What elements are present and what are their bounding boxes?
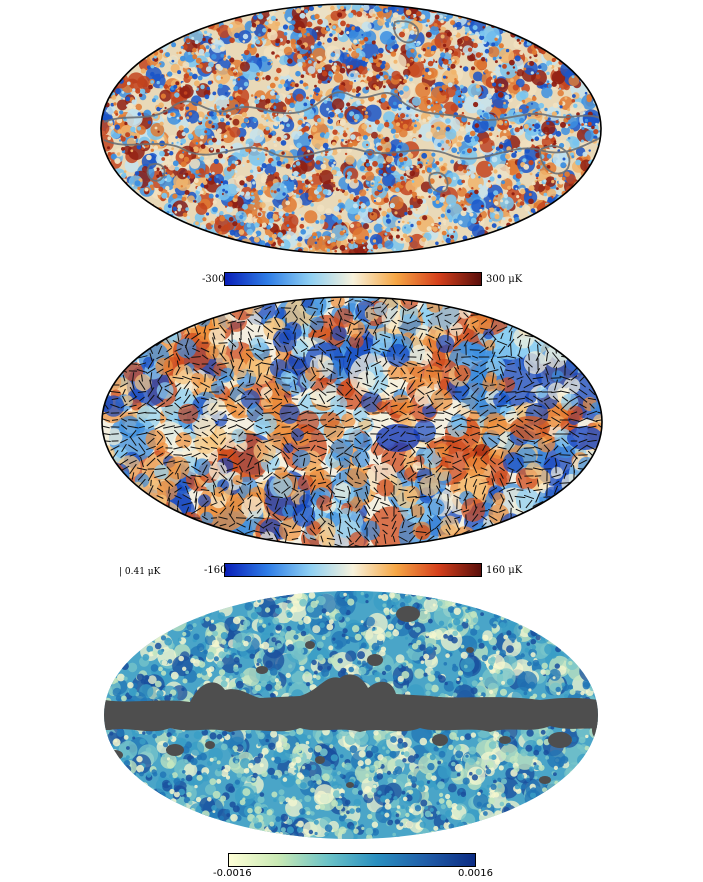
temperature-colorbar-max-label: 300 μK — [486, 274, 523, 285]
lensing-colorbar-max-label: 0.0016 — [458, 868, 493, 879]
temperature-colorbar — [224, 272, 482, 286]
sky-map-outline — [100, 3, 602, 255]
polarization-colorbar-max-label: 160 μK — [486, 565, 523, 576]
polarization-map-panel: -160 160 μK | 0.41 μK — [0, 290, 703, 590]
polarization-vectors — [102, 297, 602, 547]
polarization-colorbar — [224, 563, 482, 577]
sky-map-outline — [101, 296, 603, 548]
polarization-scale-bar: | 0.41 μK — [119, 567, 161, 577]
temperature-field-fine — [101, 4, 601, 254]
polarization-scale-label: 0.41 μK — [124, 567, 161, 577]
galactic-mask-outline — [103, 20, 601, 193]
lensing-map-panel: -0.0016 0.0016 — [0, 590, 703, 882]
temperature-sky-map — [100, 3, 602, 255]
lensing-sky-map — [104, 591, 598, 839]
polarization-colorbar-min-label: -160 — [204, 565, 227, 576]
temperature-colorbar-min-label: -300 — [202, 274, 225, 285]
lensing-colorbar-min-label: -0.0016 — [213, 868, 252, 879]
lensing-colorbar — [228, 853, 476, 867]
polarization-sky-map — [101, 296, 603, 548]
temperature-map-panel: -300 300 μK — [0, 0, 703, 290]
